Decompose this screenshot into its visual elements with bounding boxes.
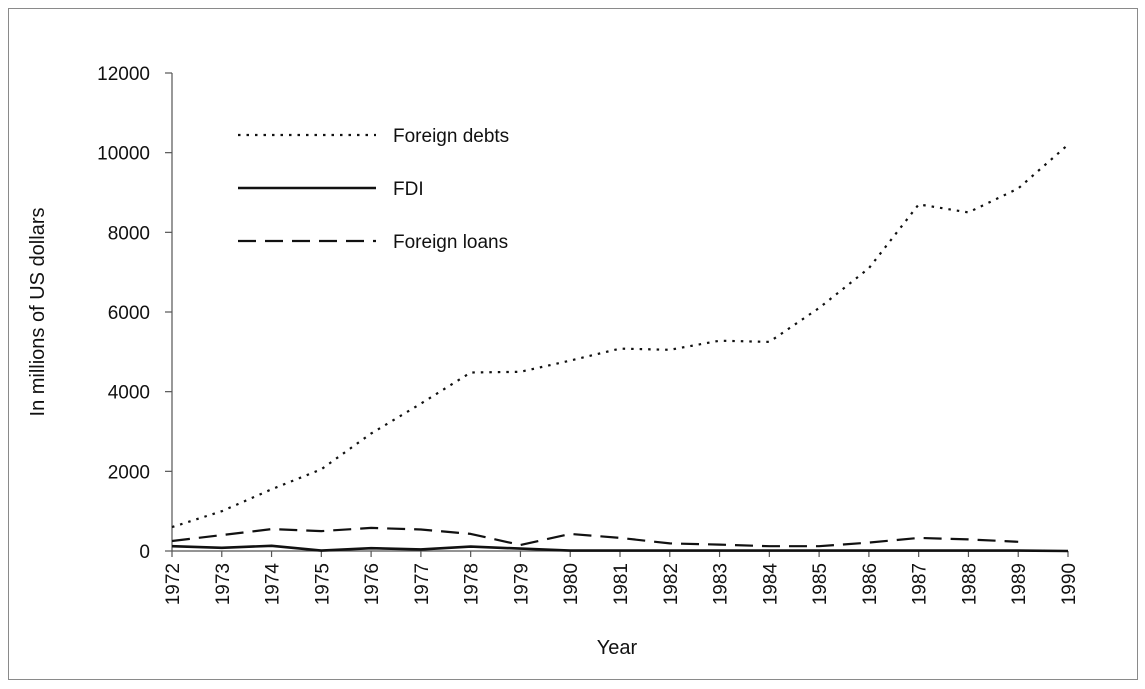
x-tick-label: 1975 [312,563,333,605]
series-layer [171,143,1069,553]
x-tick-label: 1976 [362,563,383,605]
series-line-foreign-debts [171,143,1069,529]
series-line-fdi [171,544,1069,553]
x-tick-label: 1977 [412,563,433,605]
x-tick-label: 1981 [611,563,632,605]
x-tick-label: 1988 [959,563,980,605]
axes: 0 2000 4000 6000 8000 10000 12000 1972 1973 1974 1… [97,64,1080,605]
x-tick-label: 1974 [263,563,284,606]
x-tick-label: 1985 [810,563,831,605]
x-tick-label: 1979 [511,563,532,605]
legend: Foreign debts FDI Foreign loans [238,126,509,253]
x-tick-label: 1990 [1059,563,1080,605]
y-tick-label: 8000 [108,223,150,244]
x-axis-title: Year [597,637,638,659]
y-tick-label: 4000 [108,383,150,404]
x-tick-label: 1980 [561,563,582,605]
y-axis-title: In millions of US dollars [27,208,49,417]
x-tick-label: 1989 [1009,563,1030,605]
y-tick-label: 0 [139,542,150,563]
x-tick-label: 1987 [910,563,931,605]
legend-label: Foreign debts [393,126,509,147]
series-line-foreign-loans [171,526,1019,548]
x-tick-label: 1983 [711,563,732,605]
x-tick-label: 1982 [661,563,682,605]
x-tick-label: 1986 [860,563,881,605]
y-tick-label: 2000 [108,462,150,483]
legend-label: Foreign loans [393,232,508,253]
chart-frame [8,8,1138,680]
y-tick-label: 6000 [108,303,150,324]
x-tick-label: 1972 [163,563,184,605]
legend-label: FDI [393,179,424,200]
x-tick-label: 1984 [760,563,781,606]
y-tick-label: 12000 [97,64,150,85]
y-tick-label: 10000 [97,144,150,165]
x-tick-label: 1973 [213,563,234,605]
x-tick-label: 1978 [462,563,483,605]
